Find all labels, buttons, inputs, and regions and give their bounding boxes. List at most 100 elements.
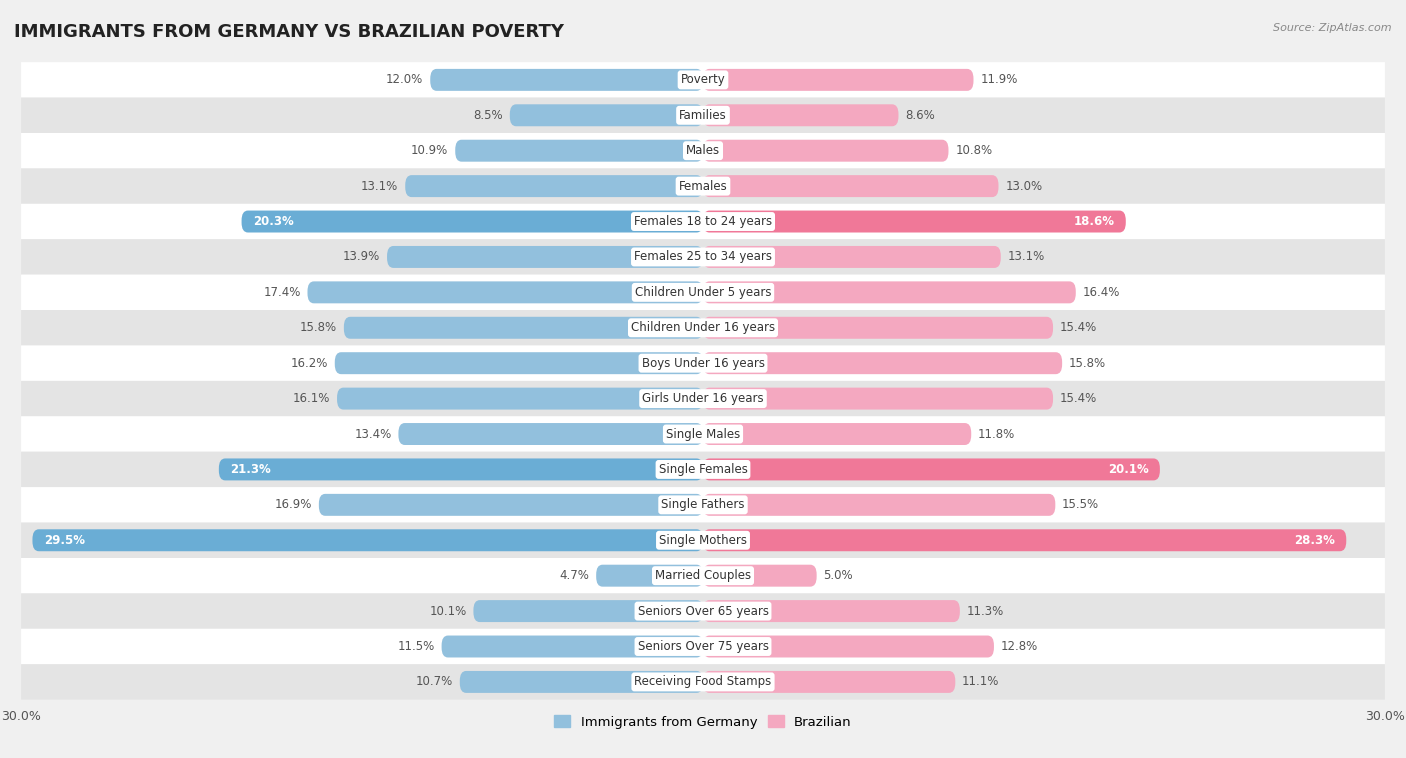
FancyBboxPatch shape	[21, 310, 1385, 346]
FancyBboxPatch shape	[21, 416, 1385, 452]
FancyBboxPatch shape	[21, 629, 1385, 664]
FancyBboxPatch shape	[703, 139, 949, 161]
Text: 15.4%: 15.4%	[1060, 392, 1097, 405]
FancyBboxPatch shape	[703, 352, 1062, 374]
Text: Single Mothers: Single Mothers	[659, 534, 747, 547]
Text: Single Males: Single Males	[666, 428, 740, 440]
Text: 16.1%: 16.1%	[292, 392, 330, 405]
FancyBboxPatch shape	[596, 565, 703, 587]
Text: 15.4%: 15.4%	[1060, 321, 1097, 334]
Text: 13.1%: 13.1%	[1008, 250, 1045, 264]
Text: 10.9%: 10.9%	[411, 144, 449, 157]
FancyBboxPatch shape	[21, 98, 1385, 133]
Text: 4.7%: 4.7%	[560, 569, 589, 582]
FancyBboxPatch shape	[405, 175, 703, 197]
FancyBboxPatch shape	[335, 352, 703, 374]
FancyBboxPatch shape	[344, 317, 703, 339]
FancyBboxPatch shape	[21, 133, 1385, 168]
FancyBboxPatch shape	[398, 423, 703, 445]
Text: 13.4%: 13.4%	[354, 428, 392, 440]
FancyBboxPatch shape	[703, 529, 1347, 551]
Text: 29.5%: 29.5%	[44, 534, 84, 547]
FancyBboxPatch shape	[510, 105, 703, 127]
FancyBboxPatch shape	[21, 522, 1385, 558]
Text: 10.1%: 10.1%	[429, 605, 467, 618]
FancyBboxPatch shape	[21, 204, 1385, 240]
FancyBboxPatch shape	[703, 317, 1053, 339]
Text: 11.3%: 11.3%	[967, 605, 1004, 618]
Text: Females: Females	[679, 180, 727, 193]
FancyBboxPatch shape	[703, 494, 1056, 516]
FancyBboxPatch shape	[21, 346, 1385, 381]
Text: 16.2%: 16.2%	[291, 357, 328, 370]
FancyBboxPatch shape	[337, 387, 703, 409]
Text: 11.8%: 11.8%	[979, 428, 1015, 440]
Text: Boys Under 16 years: Boys Under 16 years	[641, 357, 765, 370]
Text: Single Females: Single Females	[658, 463, 748, 476]
Text: Girls Under 16 years: Girls Under 16 years	[643, 392, 763, 405]
Text: Seniors Over 75 years: Seniors Over 75 years	[637, 640, 769, 653]
FancyBboxPatch shape	[21, 240, 1385, 274]
Text: 15.8%: 15.8%	[1069, 357, 1107, 370]
FancyBboxPatch shape	[21, 664, 1385, 700]
FancyBboxPatch shape	[21, 558, 1385, 594]
Text: Source: ZipAtlas.com: Source: ZipAtlas.com	[1274, 23, 1392, 33]
FancyBboxPatch shape	[703, 459, 1160, 481]
FancyBboxPatch shape	[21, 452, 1385, 487]
Text: 18.6%: 18.6%	[1073, 215, 1115, 228]
Text: 16.4%: 16.4%	[1083, 286, 1121, 299]
FancyBboxPatch shape	[703, 69, 973, 91]
Text: Children Under 16 years: Children Under 16 years	[631, 321, 775, 334]
FancyBboxPatch shape	[32, 529, 703, 551]
FancyBboxPatch shape	[308, 281, 703, 303]
Text: Families: Families	[679, 109, 727, 122]
FancyBboxPatch shape	[319, 494, 703, 516]
FancyBboxPatch shape	[703, 600, 960, 622]
FancyBboxPatch shape	[474, 600, 703, 622]
Text: 13.1%: 13.1%	[361, 180, 398, 193]
Text: 15.5%: 15.5%	[1062, 498, 1099, 512]
Text: 21.3%: 21.3%	[231, 463, 271, 476]
Text: Receiving Food Stamps: Receiving Food Stamps	[634, 675, 772, 688]
Text: 28.3%: 28.3%	[1294, 534, 1334, 547]
FancyBboxPatch shape	[456, 139, 703, 161]
Text: 5.0%: 5.0%	[824, 569, 853, 582]
FancyBboxPatch shape	[21, 274, 1385, 310]
FancyBboxPatch shape	[703, 246, 1001, 268]
Text: Females 18 to 24 years: Females 18 to 24 years	[634, 215, 772, 228]
Text: 12.8%: 12.8%	[1001, 640, 1038, 653]
FancyBboxPatch shape	[703, 105, 898, 127]
FancyBboxPatch shape	[21, 168, 1385, 204]
FancyBboxPatch shape	[703, 635, 994, 657]
Text: 10.8%: 10.8%	[955, 144, 993, 157]
FancyBboxPatch shape	[703, 281, 1076, 303]
Text: Children Under 5 years: Children Under 5 years	[634, 286, 772, 299]
Text: 13.0%: 13.0%	[1005, 180, 1042, 193]
FancyBboxPatch shape	[441, 635, 703, 657]
Text: 12.0%: 12.0%	[387, 74, 423, 86]
Text: Married Couples: Married Couples	[655, 569, 751, 582]
FancyBboxPatch shape	[21, 594, 1385, 629]
FancyBboxPatch shape	[703, 565, 817, 587]
FancyBboxPatch shape	[703, 387, 1053, 409]
FancyBboxPatch shape	[219, 459, 703, 481]
Text: 20.3%: 20.3%	[253, 215, 294, 228]
Text: 8.5%: 8.5%	[474, 109, 503, 122]
Text: 11.1%: 11.1%	[962, 675, 1000, 688]
FancyBboxPatch shape	[430, 69, 703, 91]
Text: Single Fathers: Single Fathers	[661, 498, 745, 512]
FancyBboxPatch shape	[387, 246, 703, 268]
Text: Poverty: Poverty	[681, 74, 725, 86]
Text: Females 25 to 34 years: Females 25 to 34 years	[634, 250, 772, 264]
Legend: Immigrants from Germany, Brazilian: Immigrants from Germany, Brazilian	[548, 710, 858, 734]
Text: 15.8%: 15.8%	[299, 321, 337, 334]
Text: 20.1%: 20.1%	[1108, 463, 1149, 476]
FancyBboxPatch shape	[703, 175, 998, 197]
Text: Seniors Over 65 years: Seniors Over 65 years	[637, 605, 769, 618]
Text: 8.6%: 8.6%	[905, 109, 935, 122]
FancyBboxPatch shape	[21, 62, 1385, 98]
FancyBboxPatch shape	[21, 381, 1385, 416]
FancyBboxPatch shape	[703, 671, 955, 693]
FancyBboxPatch shape	[703, 423, 972, 445]
Text: Males: Males	[686, 144, 720, 157]
